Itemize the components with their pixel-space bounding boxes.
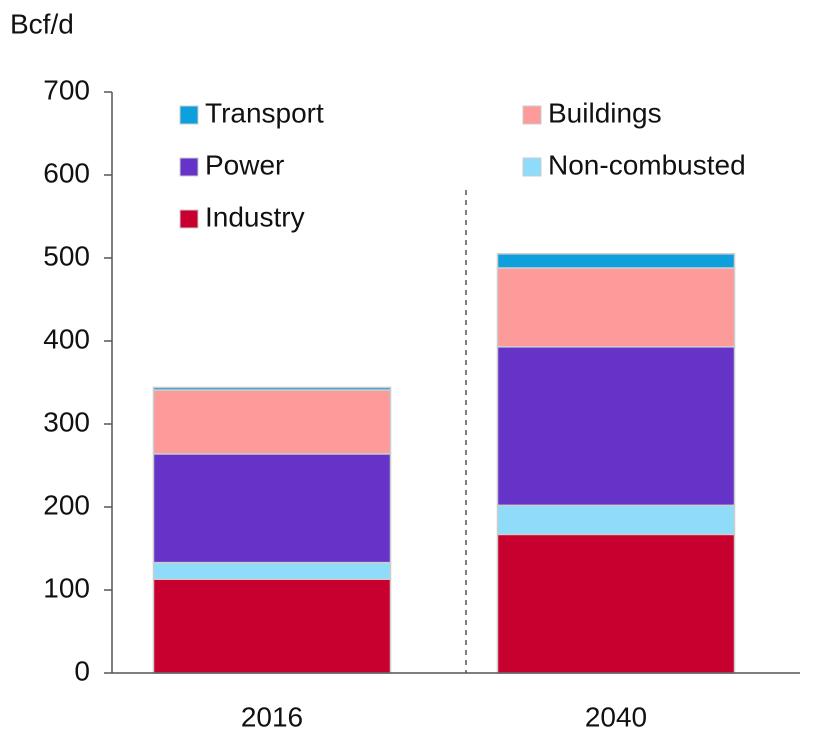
legend-label: Industry xyxy=(205,201,305,232)
y-tick-label: 700 xyxy=(43,74,90,105)
legend-swatch xyxy=(179,105,199,125)
y-tick-label: 400 xyxy=(43,323,90,354)
bar-segment xyxy=(152,453,392,564)
bar-segment xyxy=(496,504,736,536)
y-axis-label: Bcf/d xyxy=(10,8,74,39)
y-tick-label: 100 xyxy=(43,572,90,603)
bar-segment xyxy=(152,389,392,455)
legend-label: Non-combusted xyxy=(548,149,746,180)
x-tick-label: 2040 xyxy=(585,701,647,732)
legend-label: Power xyxy=(205,149,284,180)
legend-label: Buildings xyxy=(548,97,662,128)
x-tick-label: 2016 xyxy=(241,701,303,732)
bar-segment xyxy=(152,561,392,580)
y-tick-label: 600 xyxy=(43,157,90,188)
y-tick-label: 300 xyxy=(43,406,90,437)
legend-label: Transport xyxy=(205,97,324,128)
y-tick-label: 0 xyxy=(74,655,90,686)
y-tick-label: 500 xyxy=(43,240,90,271)
bar-segment xyxy=(496,533,736,674)
bar-segment xyxy=(496,346,736,507)
legend-swatch xyxy=(522,157,542,177)
bar-segment xyxy=(152,578,392,674)
legend-swatch xyxy=(179,209,199,229)
bar-segment xyxy=(496,253,736,269)
y-tick-label: 200 xyxy=(43,489,90,520)
bar-segment xyxy=(496,267,736,348)
legend-swatch xyxy=(179,157,199,177)
bar-segment xyxy=(152,386,392,391)
legend-swatch xyxy=(522,105,542,125)
